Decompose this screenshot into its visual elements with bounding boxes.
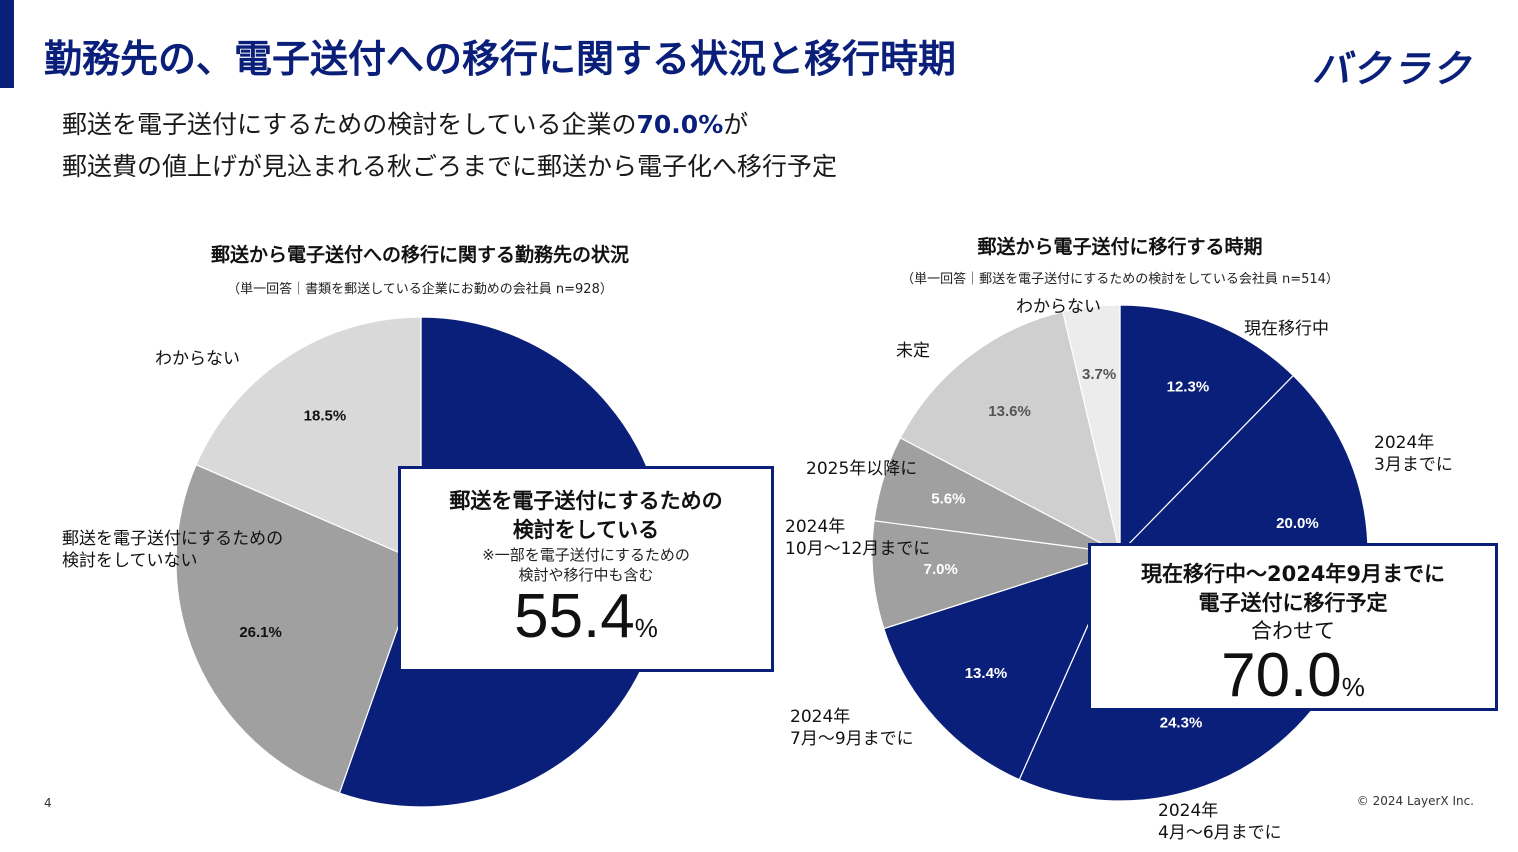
- chart-2-callout-unit: %: [1341, 672, 1365, 702]
- chart-2-value-label-7: 3.7%: [1082, 366, 1116, 383]
- headline-line-1-pre: 郵送を電子送付にするための検討をしている企業の: [62, 110, 637, 139]
- chart-2-label-oct-dec: 2024年 10月～12月までに: [785, 517, 931, 559]
- chart-2-slice-7: [1062, 304, 1121, 554]
- chart-1-callout-number: 55.4: [514, 582, 635, 651]
- chart-1-slice-1: [175, 463, 422, 794]
- chart-2-slice-3: [883, 552, 1122, 781]
- headline-highlight: 70.0%: [636, 110, 724, 139]
- chart-1-slice-2: [195, 316, 422, 563]
- chart-1-value-label-1: 26.1%: [239, 624, 282, 641]
- copyright: © 2024 LayerX Inc.: [1356, 794, 1474, 808]
- chart-2-slice-6: [899, 310, 1121, 555]
- chart-2-callout-value: 70.0%: [1091, 644, 1495, 719]
- headline-line-1: 郵送を電子送付にするための検討をしている企業の70.0%が: [62, 104, 837, 146]
- brand-logo: バクラク: [1311, 47, 1472, 91]
- chart-2-value-label-0: 12.3%: [1167, 378, 1210, 395]
- chart-1-note: （単一回答｜書類を郵送している企業にお勤めの会社員 n=928）: [227, 282, 613, 297]
- chart-2-note: （単一回答｜郵送を電子送付にするための検討をしている会社員 n=514）: [901, 272, 1339, 287]
- chart-2-label-jul-sep: 2024年 7月～9月までに: [790, 707, 914, 749]
- chart-2-slice-0: [1119, 304, 1295, 555]
- chart-2-label-by-march: 2024年 3月までに: [1374, 433, 1453, 475]
- chart-2-callout-line-1: 現在移行中～2024年9月までに: [1140, 562, 1446, 586]
- chart-1-callout-line-2: 検討をしている: [512, 518, 660, 542]
- headline-line-1-post: が: [723, 110, 749, 139]
- chart-1-title: 郵送から電子送付への移行に関する勤務先の状況: [210, 244, 629, 266]
- headline: 郵送を電子送付にするための検討をしている企業の70.0%が 郵送費の値上げが見込…: [62, 104, 837, 188]
- chart-1-value-label-2: 18.5%: [304, 408, 347, 425]
- chart-1-callout-note-1: ※一部を電子送付にするための: [482, 546, 690, 564]
- chart-2-label-in-progress: 現在移行中: [1244, 319, 1329, 339]
- chart-2-value-label-5: 5.6%: [931, 491, 965, 508]
- chart-2-value-label-1: 20.0%: [1276, 515, 1319, 532]
- chart-1-callout: 郵送を電子送付にするための 検討をしている ※一部を電子送付にするための 検討や…: [398, 466, 774, 672]
- chart-2-callout-line-2: 電子送付に移行予定: [1198, 591, 1388, 615]
- chart-2-value-label-3: 13.4%: [965, 665, 1008, 682]
- chart-2-label-apr-jun: 2024年 4月～6月までに: [1158, 801, 1282, 843]
- chart-2-label-2025-later: 2025年以降に: [806, 459, 918, 479]
- page-number: 4: [44, 796, 52, 810]
- chart-2-label-undecided: 未定: [896, 341, 930, 361]
- chart-2-callout: 現在移行中～2024年9月までに 電子送付に移行予定 合わせて 70.0%: [1088, 543, 1498, 711]
- chart-1-label-not-considering: 郵送を電子送付にするための 検討をしていない: [62, 529, 284, 571]
- page-title: 勤務先の、電子送付への移行に関する状況と移行時期: [44, 37, 957, 81]
- chart-1-callout-unit: %: [634, 613, 658, 643]
- chart-2-slice-4: [871, 520, 1121, 630]
- chart-2-value-label-4: 7.0%: [924, 561, 958, 578]
- headline-line-2: 郵送費の値上げが見込まれる秋ごろまでに郵送から電子化へ移行予定: [62, 152, 838, 181]
- chart-2-value-label-2: 24.3%: [1160, 714, 1203, 731]
- chart-2-callout-line-3: 合わせて: [1251, 619, 1335, 643]
- chart-2-label-unknown: わからない: [1016, 297, 1101, 317]
- chart-1-callout-line-1: 郵送を電子送付にするための: [449, 489, 723, 513]
- chart-2-callout-number: 70.0: [1221, 641, 1342, 710]
- title-accent-bar: [0, 0, 14, 88]
- chart-2-value-label-6: 13.6%: [988, 403, 1031, 420]
- chart-1-label-unknown: わからない: [155, 349, 240, 369]
- chart-1-callout-note-2: 検討や移行中も含む: [518, 566, 654, 584]
- chart-1-callout-value: 55.4%: [401, 585, 771, 660]
- chart-2-title: 郵送から電子送付に移行する時期: [977, 236, 1263, 258]
